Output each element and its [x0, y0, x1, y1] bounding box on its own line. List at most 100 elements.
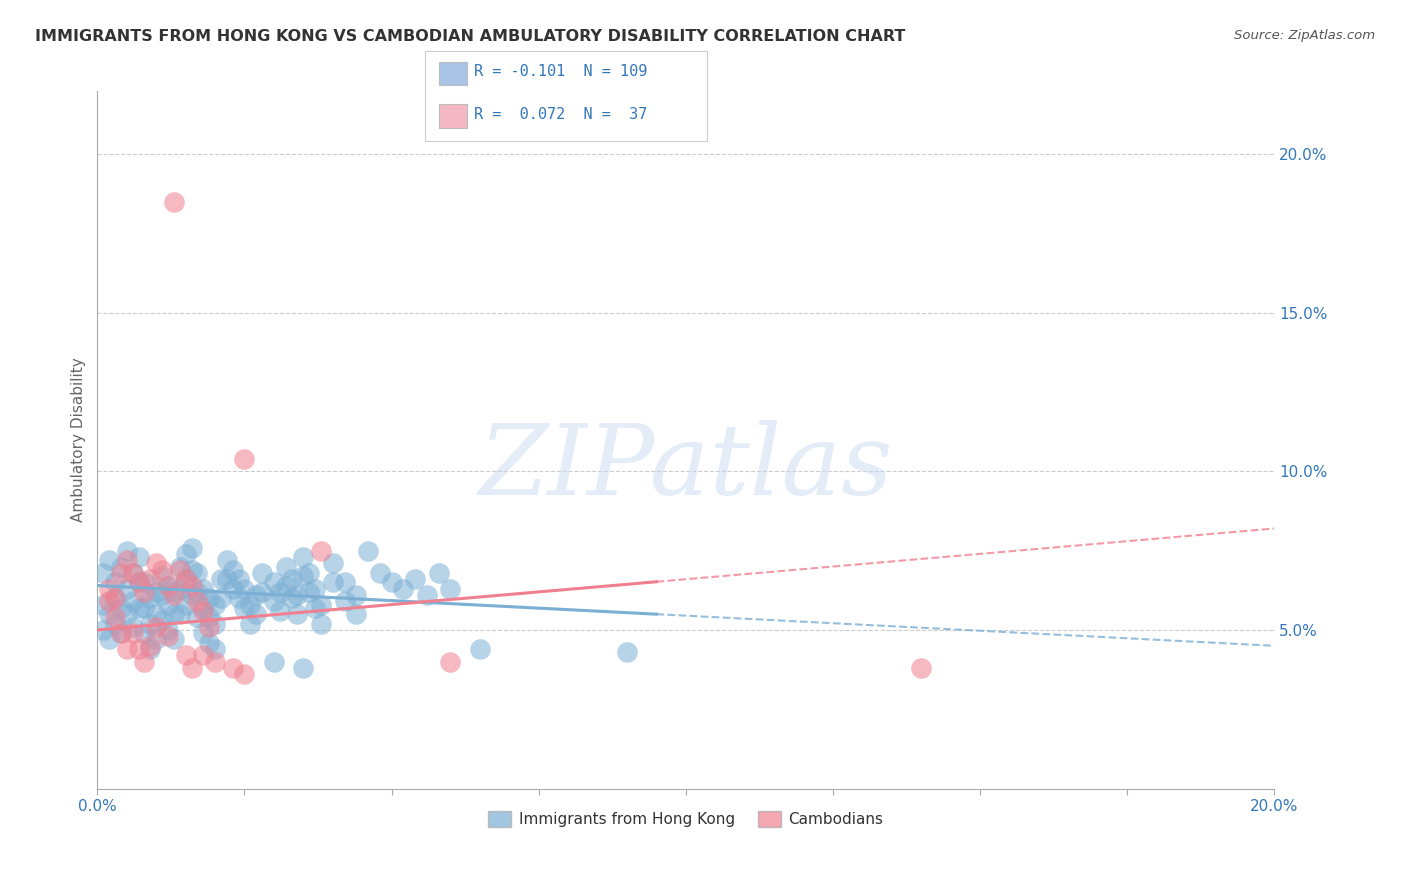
- Point: [98, 553, 121, 567]
- Point: [128, 575, 150, 590]
- Point: [263, 655, 285, 669]
- Point: [239, 598, 262, 612]
- Point: [145, 585, 167, 599]
- Point: [392, 582, 415, 596]
- Point: [174, 572, 197, 586]
- Point: [404, 572, 426, 586]
- Point: [292, 661, 315, 675]
- Point: [174, 547, 197, 561]
- Point: [104, 575, 127, 590]
- Point: [263, 594, 285, 608]
- Point: [163, 194, 186, 209]
- Point: [280, 591, 302, 606]
- Point: [139, 639, 162, 653]
- Point: [193, 600, 215, 615]
- Point: [91, 566, 114, 580]
- Point: [134, 626, 156, 640]
- Point: [145, 557, 167, 571]
- Point: [169, 582, 191, 596]
- Point: [139, 642, 162, 657]
- Point: [139, 616, 162, 631]
- Point: [357, 543, 380, 558]
- Point: [121, 594, 143, 608]
- Point: [110, 559, 132, 574]
- Point: [215, 553, 238, 567]
- Point: [287, 588, 309, 602]
- Point: [209, 591, 232, 606]
- Point: [198, 635, 221, 649]
- Point: [145, 632, 167, 647]
- Point: [134, 600, 156, 615]
- Point: [110, 626, 132, 640]
- Point: [115, 607, 138, 621]
- Point: [98, 607, 121, 621]
- Point: [128, 549, 150, 564]
- Point: [304, 600, 326, 615]
- Point: [910, 661, 932, 675]
- Point: [344, 588, 367, 602]
- Point: [98, 582, 121, 596]
- Point: [333, 594, 356, 608]
- Point: [198, 620, 221, 634]
- Y-axis label: Ambulatory Disability: Ambulatory Disability: [72, 358, 86, 522]
- Point: [193, 604, 215, 618]
- Point: [110, 566, 132, 580]
- Point: [186, 610, 208, 624]
- Point: [134, 575, 156, 590]
- Point: [104, 591, 127, 606]
- Text: ZIPatlas: ZIPatlas: [478, 420, 893, 516]
- Point: [128, 600, 150, 615]
- Point: [163, 632, 186, 647]
- Point: [104, 591, 127, 606]
- Point: [381, 575, 404, 590]
- Point: [174, 598, 197, 612]
- Point: [104, 610, 127, 624]
- Point: [150, 588, 173, 602]
- Point: [156, 623, 179, 637]
- Point: [204, 598, 226, 612]
- Point: [186, 566, 208, 580]
- Point: [110, 600, 132, 615]
- Point: [204, 655, 226, 669]
- Point: [150, 569, 173, 583]
- Point: [368, 566, 391, 580]
- Point: [198, 591, 221, 606]
- Point: [115, 553, 138, 567]
- Point: [263, 575, 285, 590]
- Point: [468, 642, 491, 657]
- Point: [245, 588, 267, 602]
- Point: [239, 616, 262, 631]
- Point: [139, 591, 162, 606]
- Point: [344, 607, 367, 621]
- Text: R = -0.101  N = 109: R = -0.101 N = 109: [474, 64, 647, 78]
- Point: [145, 620, 167, 634]
- Point: [163, 607, 186, 621]
- Point: [156, 598, 179, 612]
- Point: [245, 607, 267, 621]
- Point: [228, 572, 250, 586]
- Point: [98, 594, 121, 608]
- Point: [427, 566, 450, 580]
- Point: [163, 585, 186, 599]
- Point: [287, 607, 309, 621]
- Point: [121, 566, 143, 580]
- Point: [250, 585, 273, 599]
- Point: [193, 648, 215, 663]
- Point: [156, 578, 179, 592]
- Point: [193, 582, 215, 596]
- Point: [233, 582, 256, 596]
- Point: [174, 572, 197, 586]
- Point: [115, 642, 138, 657]
- Point: [309, 616, 332, 631]
- Point: [222, 661, 245, 675]
- Point: [134, 655, 156, 669]
- Point: [204, 616, 226, 631]
- Point: [298, 585, 321, 599]
- Point: [128, 575, 150, 590]
- Point: [150, 614, 173, 628]
- Point: [139, 572, 162, 586]
- Point: [169, 559, 191, 574]
- Point: [115, 582, 138, 596]
- Point: [156, 578, 179, 592]
- Point: [150, 563, 173, 577]
